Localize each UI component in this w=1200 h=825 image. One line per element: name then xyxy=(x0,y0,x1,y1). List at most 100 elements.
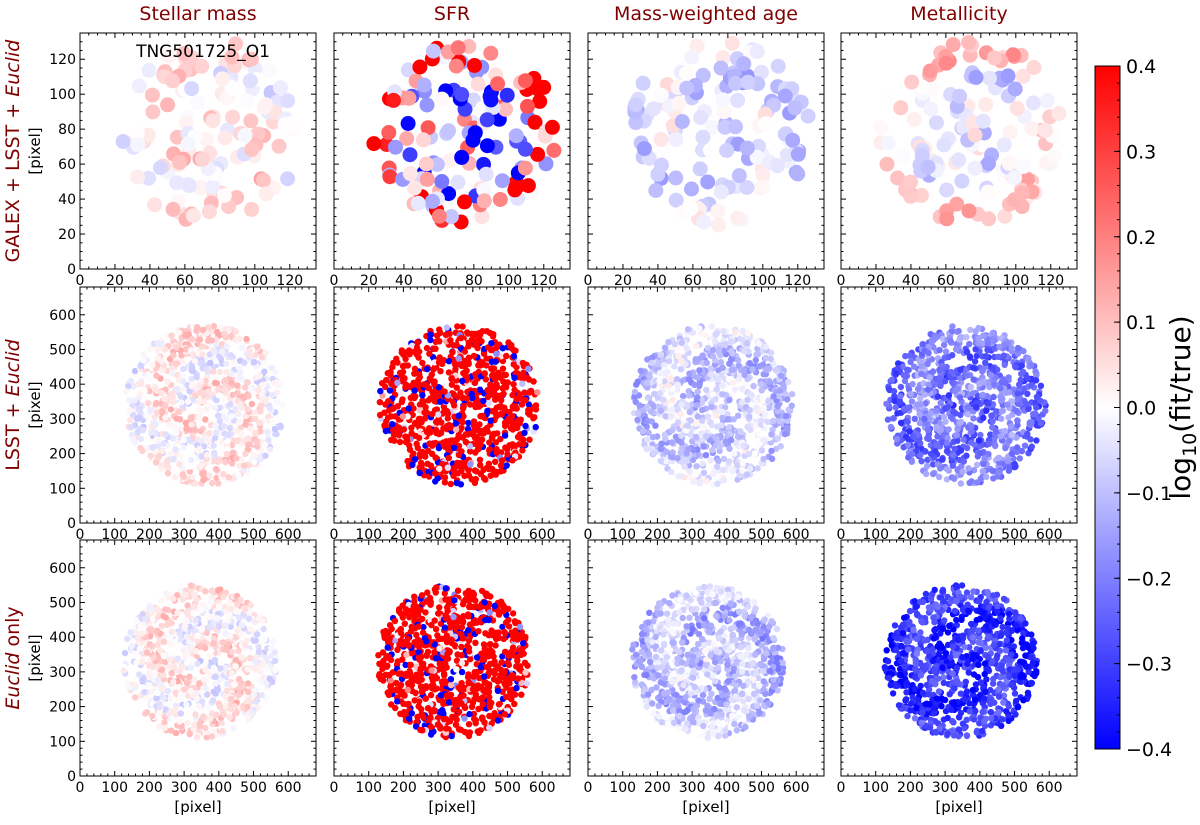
pixel-cell xyxy=(183,346,190,353)
pixel-cell xyxy=(933,441,940,449)
pixel-cell xyxy=(741,348,748,355)
pixel-cell xyxy=(981,211,997,227)
pixel-cell xyxy=(402,147,418,163)
pixel-cell xyxy=(158,389,165,397)
pixel-cell xyxy=(628,97,644,113)
pixel-cell xyxy=(194,151,210,167)
pixel-cell xyxy=(681,463,688,470)
pixel-cell xyxy=(699,352,706,359)
pixel-cell xyxy=(686,370,693,377)
pixel-cell xyxy=(386,387,394,394)
pixel-cell xyxy=(396,438,404,446)
galaxy-map xyxy=(873,35,1067,227)
pixel-cell xyxy=(184,356,191,363)
pixel-cell xyxy=(649,434,657,441)
pixel-cell xyxy=(459,323,466,330)
pixel-cell xyxy=(262,452,269,459)
pixel-cell xyxy=(470,76,486,92)
pixel-cell xyxy=(499,87,515,103)
pixel-cell xyxy=(244,441,252,449)
pixel-cell xyxy=(939,211,955,227)
pixel-cell xyxy=(162,431,169,438)
pixel-cell xyxy=(247,386,255,394)
pixel-cell xyxy=(724,35,740,51)
pixel-cell xyxy=(755,167,771,183)
pixel-cell xyxy=(385,407,393,414)
pixel-cell xyxy=(228,412,235,420)
x-tick-label: 120 xyxy=(784,273,811,289)
pixel-cell xyxy=(453,384,460,391)
x-tick-label: 200 xyxy=(390,527,417,543)
pixel-cell xyxy=(247,425,254,432)
y-tick-label: 100 xyxy=(49,481,76,497)
pixel-cell xyxy=(388,436,395,444)
x-tick-label: 600 xyxy=(529,527,556,543)
pixel-cell xyxy=(154,442,162,450)
pixel-cell xyxy=(952,88,968,104)
pixel-cell xyxy=(191,427,199,434)
pixel-cell xyxy=(203,365,210,373)
pixel-cell xyxy=(716,447,723,455)
pixel-cell xyxy=(194,324,201,331)
pixel-cell xyxy=(890,388,898,395)
pixel-cell xyxy=(671,96,687,111)
pixel-cell xyxy=(703,478,710,485)
pixel-cell xyxy=(476,456,484,463)
pixel-cell xyxy=(762,343,769,351)
pixel-cell xyxy=(725,375,733,383)
pixel-cell xyxy=(788,391,796,398)
pixel-cell xyxy=(123,388,130,395)
pixel-cell xyxy=(897,419,905,426)
pixel-cell xyxy=(699,460,706,467)
pixel-cell xyxy=(188,382,196,390)
pixel-cell xyxy=(735,375,743,383)
pixel-cell xyxy=(720,455,728,463)
pixel-cell xyxy=(512,403,519,410)
pixel-cell xyxy=(751,138,766,154)
pixel-cell xyxy=(196,414,203,421)
pixel-cell xyxy=(461,472,468,480)
pixel-cell xyxy=(261,368,268,375)
x-tick-label: 0 xyxy=(837,273,846,289)
pixel-cell xyxy=(271,425,279,433)
pixel-cell xyxy=(1015,68,1031,84)
pixel-cell xyxy=(515,441,523,448)
pixel-cell xyxy=(707,370,714,378)
pixel-cell xyxy=(150,419,157,426)
y-tick-label: 200 xyxy=(49,447,76,463)
pixel-cell xyxy=(665,357,673,365)
pixel-cell xyxy=(650,403,658,410)
pixel-cell xyxy=(740,442,747,449)
x-tick-label: 500 xyxy=(240,527,267,543)
pixel-cell xyxy=(457,389,464,396)
pixel-cell xyxy=(401,90,417,106)
pixel-cell xyxy=(223,450,231,458)
pixel-cell xyxy=(908,398,916,405)
pixel-cell xyxy=(244,379,251,386)
pixel-cell xyxy=(922,63,938,79)
pixel-cell xyxy=(256,454,264,461)
x-tick-label: 20 xyxy=(867,273,885,289)
pixel-cell xyxy=(257,408,264,415)
pixel-cell xyxy=(137,435,145,442)
pixel-cell xyxy=(382,383,389,391)
pixel-cell xyxy=(452,426,460,433)
pixel-cell xyxy=(880,135,896,151)
x-tick-label: 0 xyxy=(584,273,593,289)
pixel-cell xyxy=(696,382,703,389)
pixel-cell xyxy=(450,40,466,56)
pixel-cell xyxy=(235,419,243,426)
pixel-cell xyxy=(790,166,806,182)
pixel-cell xyxy=(738,399,746,406)
pixel-cell xyxy=(758,387,765,394)
pixel-cell xyxy=(468,390,475,398)
pixel-cell xyxy=(230,449,237,456)
pixel-cell xyxy=(707,365,715,372)
pixel-cell xyxy=(929,470,937,478)
panel: 0 100 200 300 400 500 600 xyxy=(330,286,571,543)
pixel-cell xyxy=(424,460,431,467)
pixel-cell xyxy=(770,417,777,425)
pixel-cell xyxy=(411,365,419,372)
pixel-cell xyxy=(969,390,977,397)
pixel-cell xyxy=(1021,442,1029,449)
